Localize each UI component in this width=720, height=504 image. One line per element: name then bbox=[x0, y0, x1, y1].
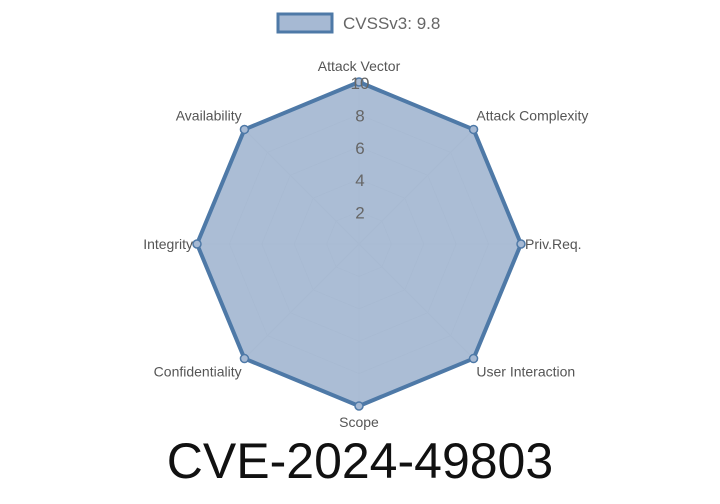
axis-label: Attack Vector bbox=[318, 58, 401, 74]
tick-label: 10 bbox=[351, 74, 370, 93]
data-point bbox=[192, 239, 202, 249]
data-point bbox=[239, 124, 250, 135]
tick-label: 6 bbox=[355, 139, 364, 158]
tick-label: 8 bbox=[355, 106, 364, 125]
data-point bbox=[354, 401, 364, 411]
axis-label: Confidentiality bbox=[154, 364, 242, 380]
data-point bbox=[239, 353, 250, 364]
data-point bbox=[468, 124, 479, 135]
axis-label: User Interaction bbox=[476, 364, 575, 380]
data-point bbox=[516, 239, 526, 249]
chart-title: CVE-2024-49803 bbox=[166, 433, 554, 489]
data-point bbox=[354, 77, 364, 87]
axis-label: Attack Complexity bbox=[476, 107, 588, 123]
tick-label: 4 bbox=[355, 171, 364, 190]
data-point bbox=[468, 353, 479, 364]
axis-label: Scope bbox=[339, 414, 379, 430]
tick-label: 2 bbox=[355, 204, 364, 223]
legend-label: CVSSv3: 9.8 bbox=[343, 14, 440, 33]
axis-label: Integrity bbox=[143, 236, 193, 252]
axis-label: Availability bbox=[176, 107, 242, 123]
legend-swatch bbox=[276, 12, 334, 34]
axis-label: Priv.Req. bbox=[525, 236, 582, 252]
